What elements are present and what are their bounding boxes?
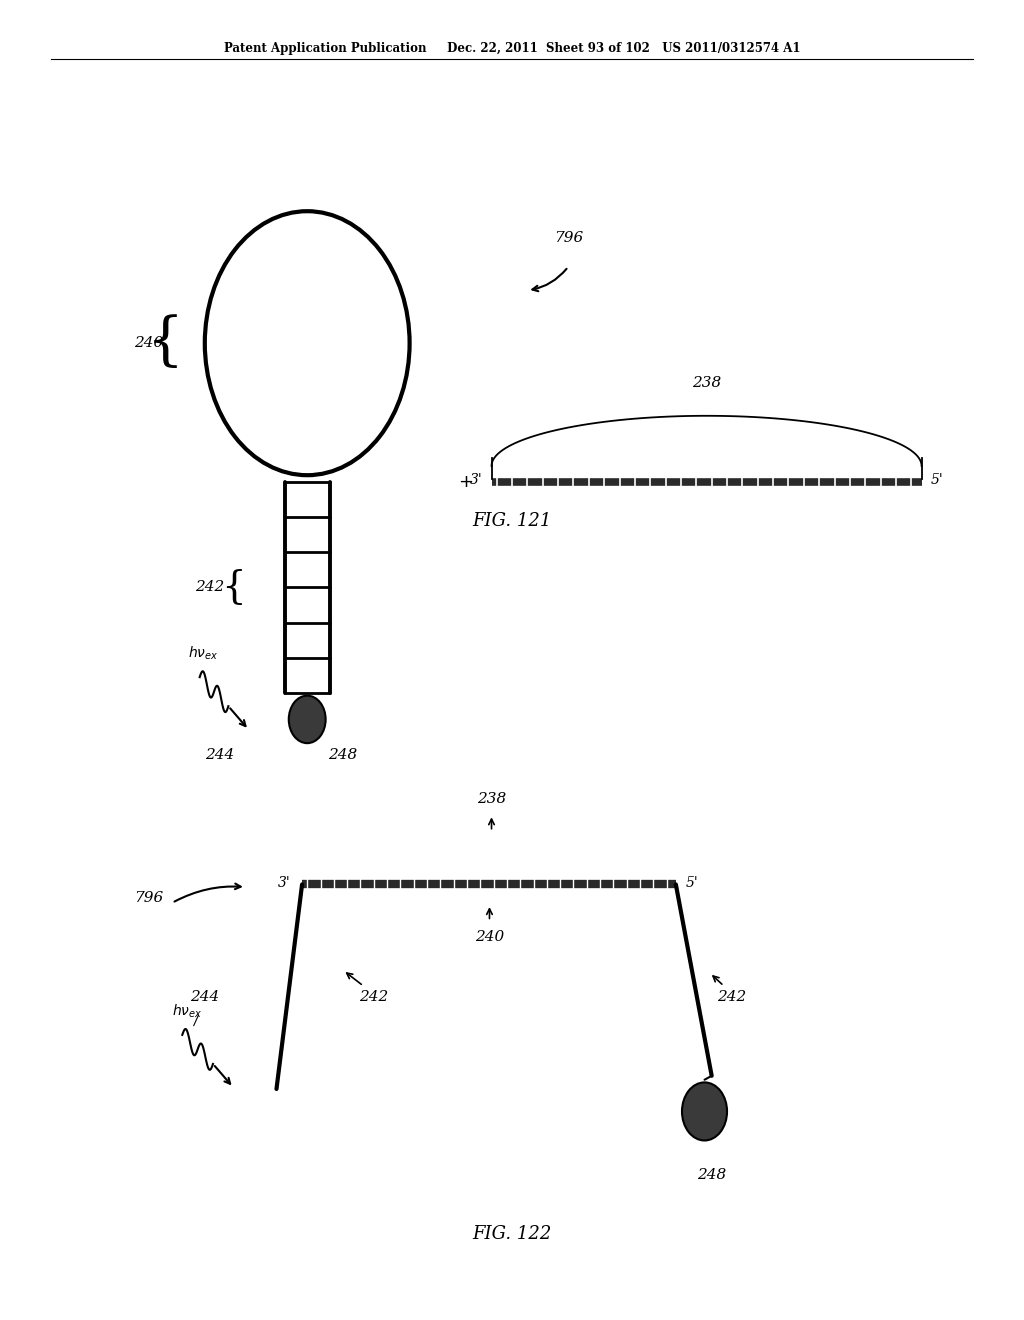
Text: $h\nu_{ex}$: $h\nu_{ex}$ bbox=[187, 644, 218, 663]
Text: 244: 244 bbox=[190, 990, 219, 1003]
Text: 240: 240 bbox=[134, 337, 163, 350]
Text: 238: 238 bbox=[477, 792, 506, 805]
Text: FIG. 121: FIG. 121 bbox=[472, 512, 552, 531]
Text: 3': 3' bbox=[470, 474, 482, 487]
Text: 3': 3' bbox=[279, 876, 291, 890]
Text: 248: 248 bbox=[697, 1168, 726, 1181]
Text: 796: 796 bbox=[134, 891, 163, 904]
Text: 240: 240 bbox=[475, 931, 504, 944]
Text: 5': 5' bbox=[931, 474, 943, 487]
Text: 242: 242 bbox=[718, 990, 746, 1003]
Text: 238: 238 bbox=[692, 376, 721, 389]
Text: {: { bbox=[147, 315, 184, 371]
Text: 248: 248 bbox=[329, 748, 357, 762]
Text: {: { bbox=[221, 569, 246, 606]
Text: +: + bbox=[459, 473, 473, 491]
Text: 242: 242 bbox=[196, 581, 224, 594]
Text: 242: 242 bbox=[359, 990, 388, 1003]
Text: 244: 244 bbox=[206, 748, 234, 762]
Text: $h\nu_{ex}$: $h\nu_{ex}$ bbox=[172, 1002, 203, 1020]
Text: FIG. 122: FIG. 122 bbox=[472, 1225, 552, 1243]
Circle shape bbox=[289, 696, 326, 743]
Text: Patent Application Publication     Dec. 22, 2011  Sheet 93 of 102   US 2011/0312: Patent Application Publication Dec. 22, … bbox=[224, 42, 800, 55]
Text: 5': 5' bbox=[686, 876, 698, 890]
Text: 796: 796 bbox=[554, 231, 583, 244]
Circle shape bbox=[682, 1082, 727, 1140]
